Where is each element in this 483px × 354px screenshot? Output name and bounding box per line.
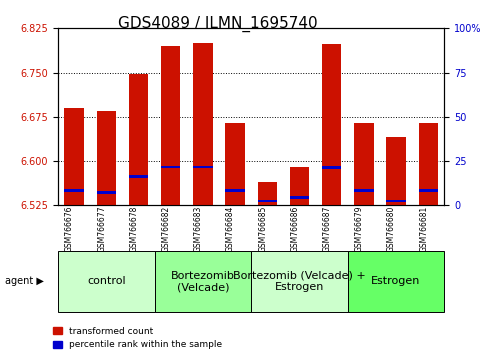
Text: GSM766680: GSM766680 [387,205,396,252]
Bar [129,74,148,205]
Text: GSM766676: GSM766676 [65,205,74,252]
Text: GSM766677: GSM766677 [97,205,106,252]
Text: GSM766684: GSM766684 [226,205,235,252]
Bar [290,167,309,205]
Text: agent ▶: agent ▶ [5,276,43,286]
Bar [386,137,406,205]
Bar [354,123,373,205]
Text: GSM766678: GSM766678 [129,205,139,252]
Bar [64,189,84,192]
Text: GSM766685: GSM766685 [258,205,267,252]
Text: Estrogen: Estrogen [371,276,421,286]
Bar [161,46,180,205]
Bar [97,191,116,194]
Bar [257,200,277,202]
Bar [97,111,116,205]
Bar [226,189,245,192]
Text: control: control [87,276,126,286]
Bar [386,200,406,202]
Text: GSM766687: GSM766687 [323,205,332,252]
Bar [226,123,245,205]
Bar [193,43,213,205]
Text: GSM766683: GSM766683 [194,205,203,252]
Bar [322,44,341,205]
Bar [251,251,348,312]
Legend: transformed count, percentile rank within the sample: transformed count, percentile rank withi… [53,327,222,349]
Text: GDS4089 / ILMN_1695740: GDS4089 / ILMN_1695740 [117,16,317,32]
Text: Bortezomib
(Velcade): Bortezomib (Velcade) [171,270,235,292]
Bar [155,251,251,312]
Bar [290,196,309,199]
Bar [129,175,148,178]
Bar [161,166,180,168]
Bar [354,189,373,192]
Bar [419,123,438,205]
Text: GSM766681: GSM766681 [419,205,428,252]
Bar [58,251,155,312]
Text: GSM766686: GSM766686 [290,205,299,252]
Bar [64,108,84,205]
Bar [348,251,444,312]
Bar [193,166,213,168]
Bar [322,166,341,169]
Text: GSM766682: GSM766682 [162,205,170,252]
Text: GSM766679: GSM766679 [355,205,364,252]
Bar [419,189,438,192]
Bar [257,182,277,205]
Text: Bortezomib (Velcade) +
Estrogen: Bortezomib (Velcade) + Estrogen [233,270,366,292]
